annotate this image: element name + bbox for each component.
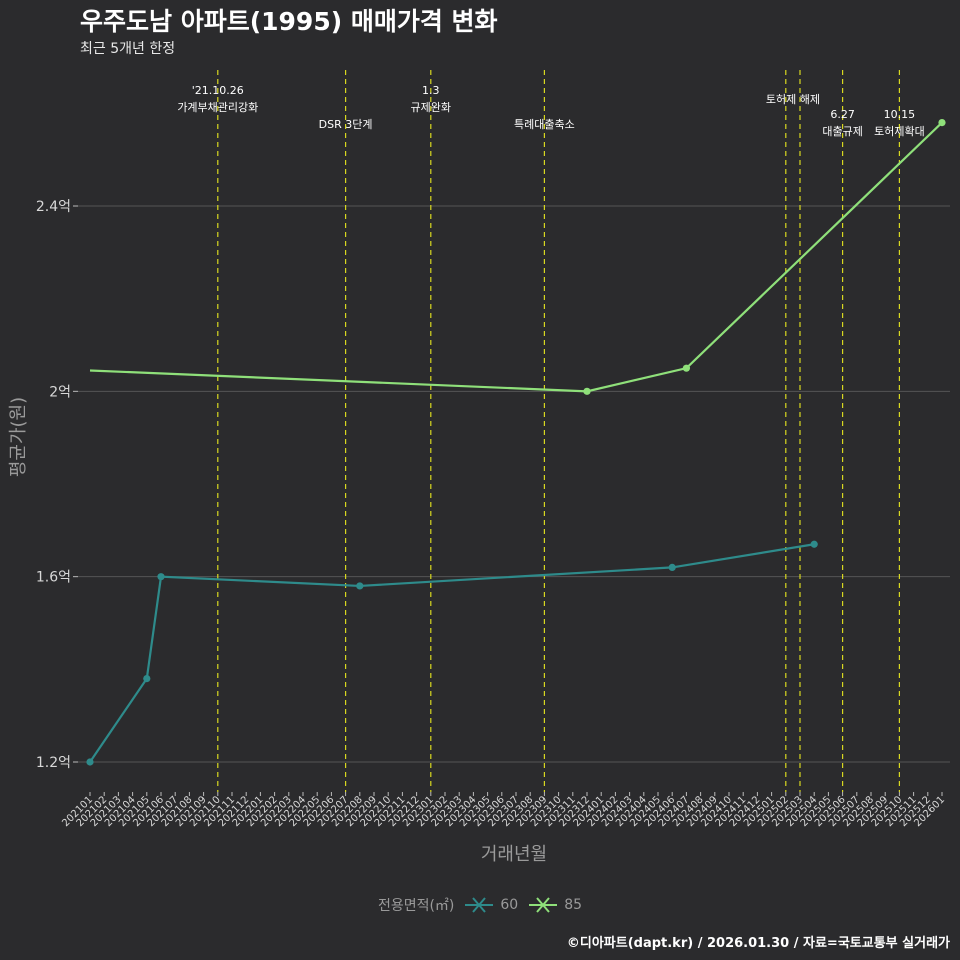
legend-label-60: 60 [500, 897, 519, 913]
data-point-60 [668, 563, 676, 572]
data-point-60 [143, 675, 151, 683]
legend: 전용면적(㎡) 60 85 [0, 895, 960, 915]
data-point-60 [810, 540, 818, 548]
data-point-85 [938, 119, 946, 127]
event-label: '21.10.26 [192, 84, 244, 97]
legend-title: 전용면적(㎡) [377, 898, 455, 914]
y-axis-title: 평균가(원) [8, 397, 29, 477]
event-label: 토허제확대 [874, 125, 925, 138]
data-point-60 [157, 573, 165, 581]
legend-item-85: 85 [528, 895, 582, 915]
y-tick-label: 1.6억 [36, 570, 71, 586]
x-axis-title: 거래년월 [481, 844, 547, 865]
y-tick-label: 1.2억 [36, 755, 71, 771]
chart-title: 우주도남 아파트(1995) 매매가격 변화 [80, 7, 498, 36]
legend-item-60: 60 [464, 895, 518, 915]
chart-subtitle: 최근 5개년 한정 [80, 41, 176, 57]
data-point-60 [86, 758, 94, 766]
source-caption: ©디아파트(dapt.kr) / 2026.01.30 / 자료=국토교통부 실… [566, 936, 950, 951]
legend-label-85: 85 [564, 897, 583, 913]
y-tick-label: 2.4억 [36, 199, 71, 215]
data-point-60 [356, 582, 364, 590]
event-label: 토허제 해제 [766, 92, 820, 106]
legend-key-60-icon [465, 897, 494, 913]
y-tick-label: 2억 [49, 384, 71, 400]
event-label: 특례대출축소 [514, 118, 575, 131]
event-label: 6.27 [830, 108, 855, 121]
legend-key-85-icon [529, 897, 558, 913]
event-label: 대출규제 [822, 125, 862, 138]
event-label: 10.15 [884, 108, 916, 121]
data-point-85 [583, 387, 591, 395]
event-label: 규제완화 [411, 101, 451, 114]
event-label: 가계부채관리강화 [177, 101, 258, 114]
series-line-85 [89, 121, 943, 393]
event-label: 1.3 [422, 84, 440, 97]
series-line-60 [89, 543, 815, 763]
data-point-85 [682, 364, 691, 372]
event-label: DSR 3단계 [319, 118, 373, 131]
